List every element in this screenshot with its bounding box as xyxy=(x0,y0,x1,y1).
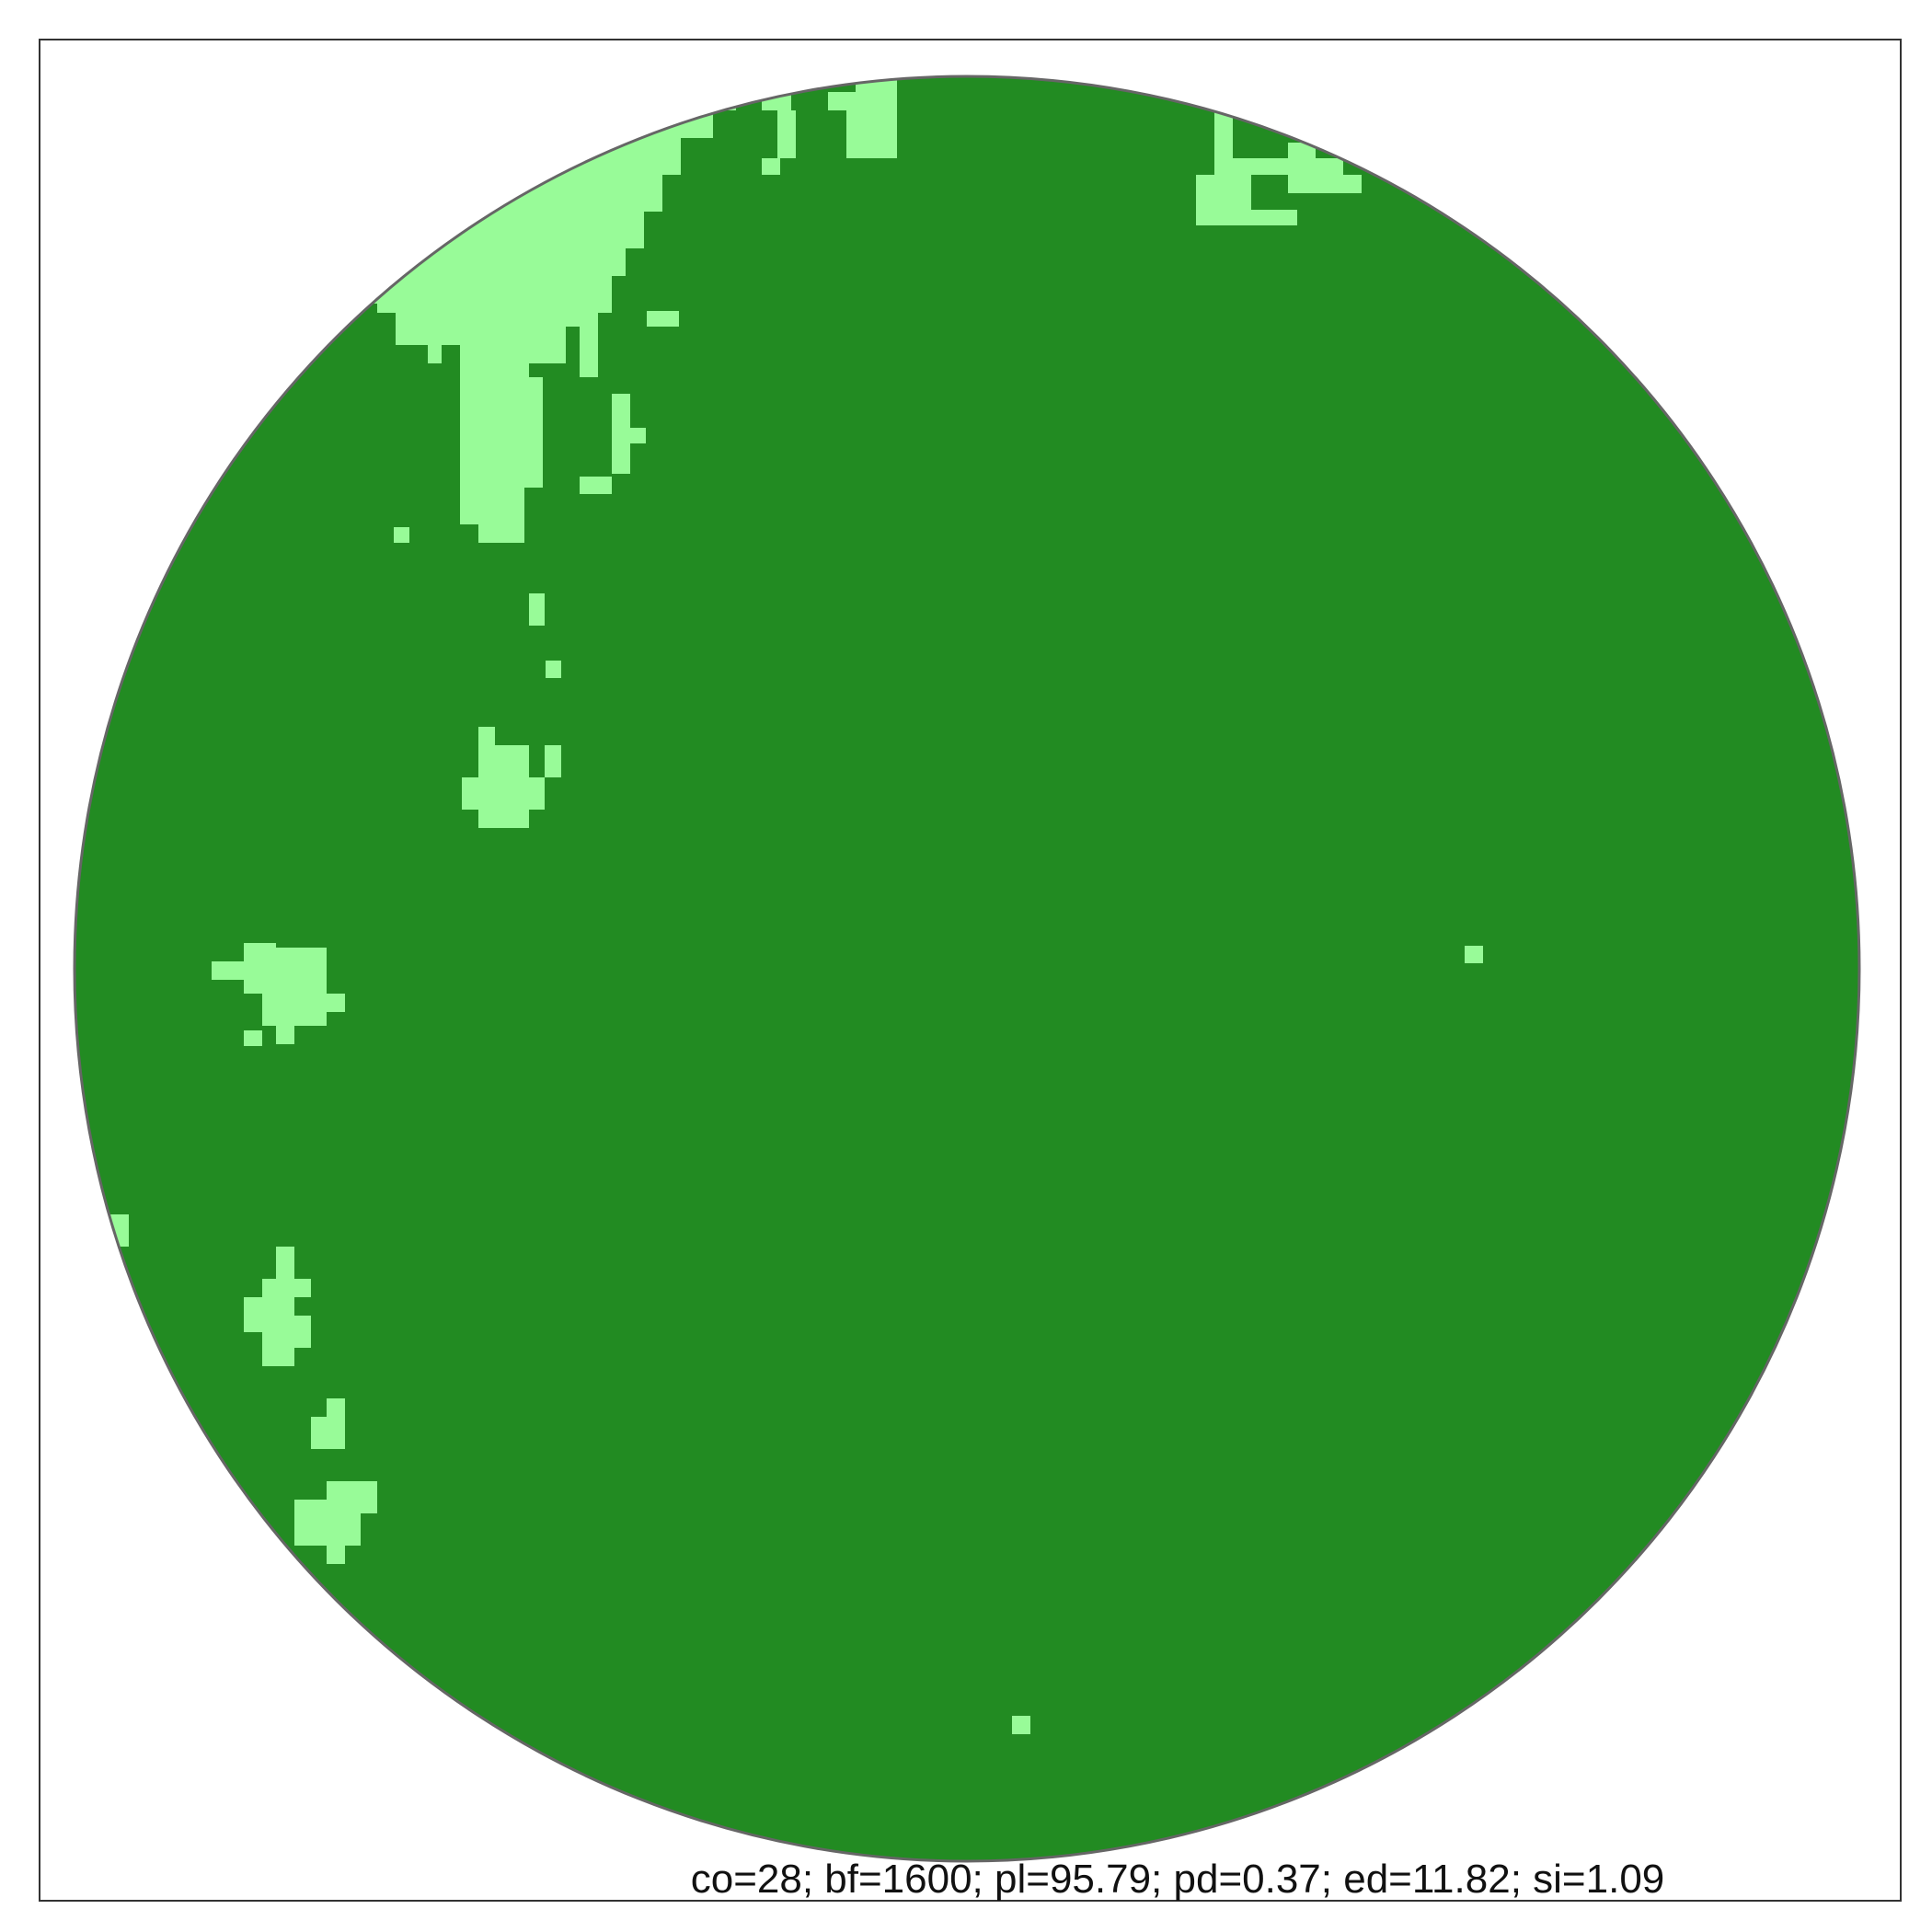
clearing-patch xyxy=(244,1247,311,1366)
clearing-patch xyxy=(244,1030,262,1046)
clearing-patch xyxy=(630,428,646,443)
clearing-patch xyxy=(612,394,630,474)
clearing-patch xyxy=(529,593,545,626)
clearing-patch xyxy=(394,527,409,543)
clearing-patches xyxy=(110,78,1483,1734)
clearing-patch xyxy=(580,477,612,494)
clearing-patch xyxy=(828,92,897,158)
clearing-patch xyxy=(1012,1716,1030,1734)
clearing-patch xyxy=(1251,210,1297,225)
forest-cover xyxy=(75,76,1859,1861)
clearing-patch xyxy=(294,1481,377,1564)
clearing-patch xyxy=(546,661,561,678)
metrics-caption: co=28; bf=1600; pl=95.79; pd=0.37; ed=11… xyxy=(691,1857,1665,1902)
study-area-boundary xyxy=(73,75,1861,1863)
clearing-patch xyxy=(304,110,713,543)
clearing-patch xyxy=(311,1398,345,1449)
clearing-patch xyxy=(1196,110,1362,225)
clearing-patch xyxy=(462,727,561,828)
clearing-patch xyxy=(212,943,345,1044)
clearing-patch xyxy=(762,158,780,175)
landscape-raster xyxy=(75,76,1859,1861)
clearing-patch xyxy=(647,311,679,327)
clearing-patch xyxy=(1465,946,1483,963)
clearing-patch xyxy=(777,110,796,158)
